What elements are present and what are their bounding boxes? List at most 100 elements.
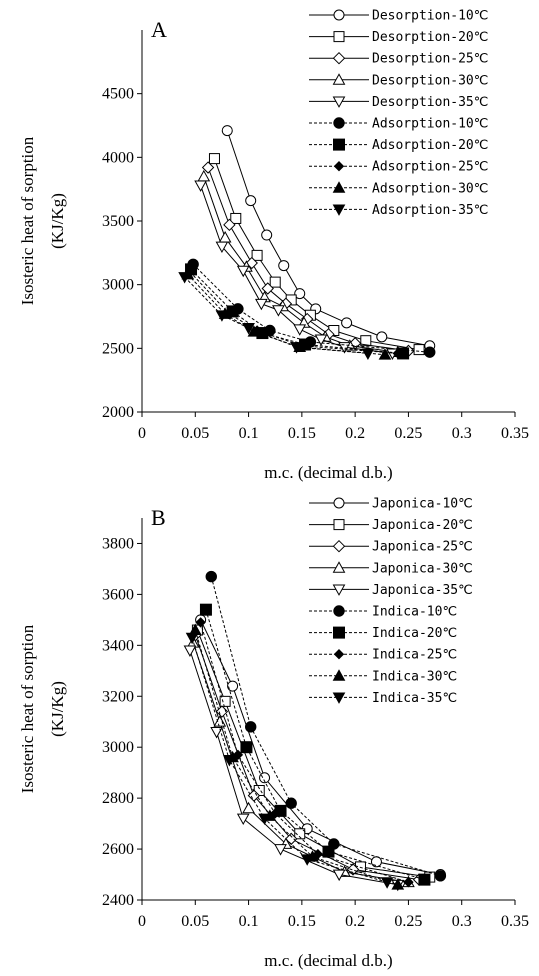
chart-a: 2000 2500 3000 3500 4000 4500 0 0.05 0.1 0.15 0.2 0… xyxy=(18,9,529,483)
data-point xyxy=(261,282,274,295)
legend-marker xyxy=(333,626,345,639)
data-point xyxy=(378,348,392,360)
data-point xyxy=(201,161,215,174)
legend-item: Adsorption-20℃ xyxy=(309,138,488,153)
legend: Japonica-10℃ Japonica-20℃ Japonica-25℃ Japo… xyxy=(309,497,473,706)
y-tick-label: 3400 xyxy=(102,637,134,654)
y-tick-label: 3200 xyxy=(102,688,134,705)
data-point xyxy=(223,218,236,232)
legend-marker xyxy=(332,96,346,108)
data-point xyxy=(293,324,307,336)
data-point xyxy=(259,772,271,784)
data-point xyxy=(294,288,306,300)
x-tick-label: 0.25 xyxy=(394,913,422,930)
legend-label: Adsorption-25℃ xyxy=(372,160,488,175)
y-axis-label-line2: (KJ/Kg) xyxy=(48,193,67,249)
legend-marker xyxy=(333,31,345,43)
x-tick-label: 0.15 xyxy=(288,913,316,930)
data-point xyxy=(360,335,372,347)
legend-item: Adsorption-10℃ xyxy=(309,117,488,132)
data-point xyxy=(210,727,223,739)
legend-item: Japonica-25℃ xyxy=(309,540,473,555)
series-line xyxy=(189,650,398,886)
data-point xyxy=(213,715,227,727)
data-point xyxy=(413,344,425,356)
data-point xyxy=(242,323,255,335)
y-tick-label: 3600 xyxy=(102,586,134,603)
legend-marker xyxy=(332,204,346,216)
y-tick-label: 3800 xyxy=(102,535,134,552)
x-tick-label: 0 xyxy=(138,913,146,930)
series-5 xyxy=(183,645,405,892)
data-point xyxy=(376,331,388,343)
legend-label: Adsorption-30℃ xyxy=(372,181,488,196)
data-point xyxy=(278,260,290,272)
data-point xyxy=(272,305,285,317)
panel-label: B xyxy=(151,505,166,530)
data-point xyxy=(223,755,236,767)
legend-label: Japonica-30℃ xyxy=(372,561,473,576)
legend-marker xyxy=(332,584,346,596)
data-point xyxy=(245,195,257,207)
y-tick-label: 2000 xyxy=(102,404,134,421)
legend-item: Indica-30℃ xyxy=(309,669,457,684)
data-point xyxy=(290,342,303,354)
data-point xyxy=(195,617,206,628)
x-tick-label: 0.35 xyxy=(501,425,529,442)
data-point xyxy=(370,856,382,868)
data-point xyxy=(361,348,375,360)
data-point xyxy=(221,125,233,137)
x-tick-label: 0.35 xyxy=(501,913,529,930)
legend-label: Indica-20℃ xyxy=(372,626,457,641)
legend-marker xyxy=(333,138,345,151)
legend-item: Desorption-20℃ xyxy=(309,30,488,45)
data-point xyxy=(424,346,436,358)
series-2 xyxy=(191,624,436,883)
y-tick-label: 2600 xyxy=(102,841,134,858)
legend-label: Desorption-20℃ xyxy=(372,30,488,45)
data-point xyxy=(269,276,281,288)
data-point xyxy=(208,153,220,165)
y-axis-label-line2: (KJ/Kg) xyxy=(48,681,67,737)
legend-marker xyxy=(333,648,345,660)
data-point xyxy=(205,570,217,583)
y-axis-label-line1: Isosteric heat of sorption xyxy=(18,136,37,305)
data-point xyxy=(215,241,229,253)
data-point xyxy=(258,813,271,826)
legend-item: Japonica-20℃ xyxy=(309,518,473,533)
y-axis-label-line1: Isosteric heat of sorption xyxy=(18,624,37,793)
data-point xyxy=(261,229,273,241)
x-tick-label: 0.3 xyxy=(452,913,472,930)
data-point xyxy=(183,645,197,657)
legend-label: Desorption-30℃ xyxy=(372,73,488,88)
legend-label: Adsorption-35℃ xyxy=(372,203,488,218)
data-point xyxy=(218,231,232,243)
legend-item: Japonica-35℃ xyxy=(309,583,473,598)
data-point xyxy=(300,854,314,866)
data-point xyxy=(242,801,255,814)
series-9 xyxy=(181,267,392,360)
y-tick-label: 3000 xyxy=(102,277,134,294)
legend-marker xyxy=(333,519,345,531)
data-point xyxy=(332,869,346,882)
legend-item: Desorption-10℃ xyxy=(309,9,488,24)
legend-label: Indica-25℃ xyxy=(372,648,457,663)
data-point xyxy=(294,828,306,840)
series-5 xyxy=(194,180,399,360)
legend-label: Indica-10℃ xyxy=(372,605,457,620)
series-10 xyxy=(185,632,394,889)
legend-marker xyxy=(332,539,346,553)
legend-label: Indica-30℃ xyxy=(372,669,457,684)
legend-item: Indica-10℃ xyxy=(309,605,457,620)
x-tick-label: 0.3 xyxy=(452,425,472,442)
legend-label: Japonica-20℃ xyxy=(372,518,473,533)
legend-item: Japonica-10℃ xyxy=(309,497,473,512)
x-tick-label: 0.05 xyxy=(181,913,209,930)
data-point xyxy=(346,863,360,876)
series-1 xyxy=(221,125,436,352)
legend-label: Japonica-10℃ xyxy=(372,497,473,512)
legend-item: Desorption-35℃ xyxy=(309,95,488,110)
data-point xyxy=(322,845,335,858)
legend-item: Japonica-30℃ xyxy=(309,561,473,576)
x-axis-label: m.c. (decimal d.b.) xyxy=(264,463,392,482)
